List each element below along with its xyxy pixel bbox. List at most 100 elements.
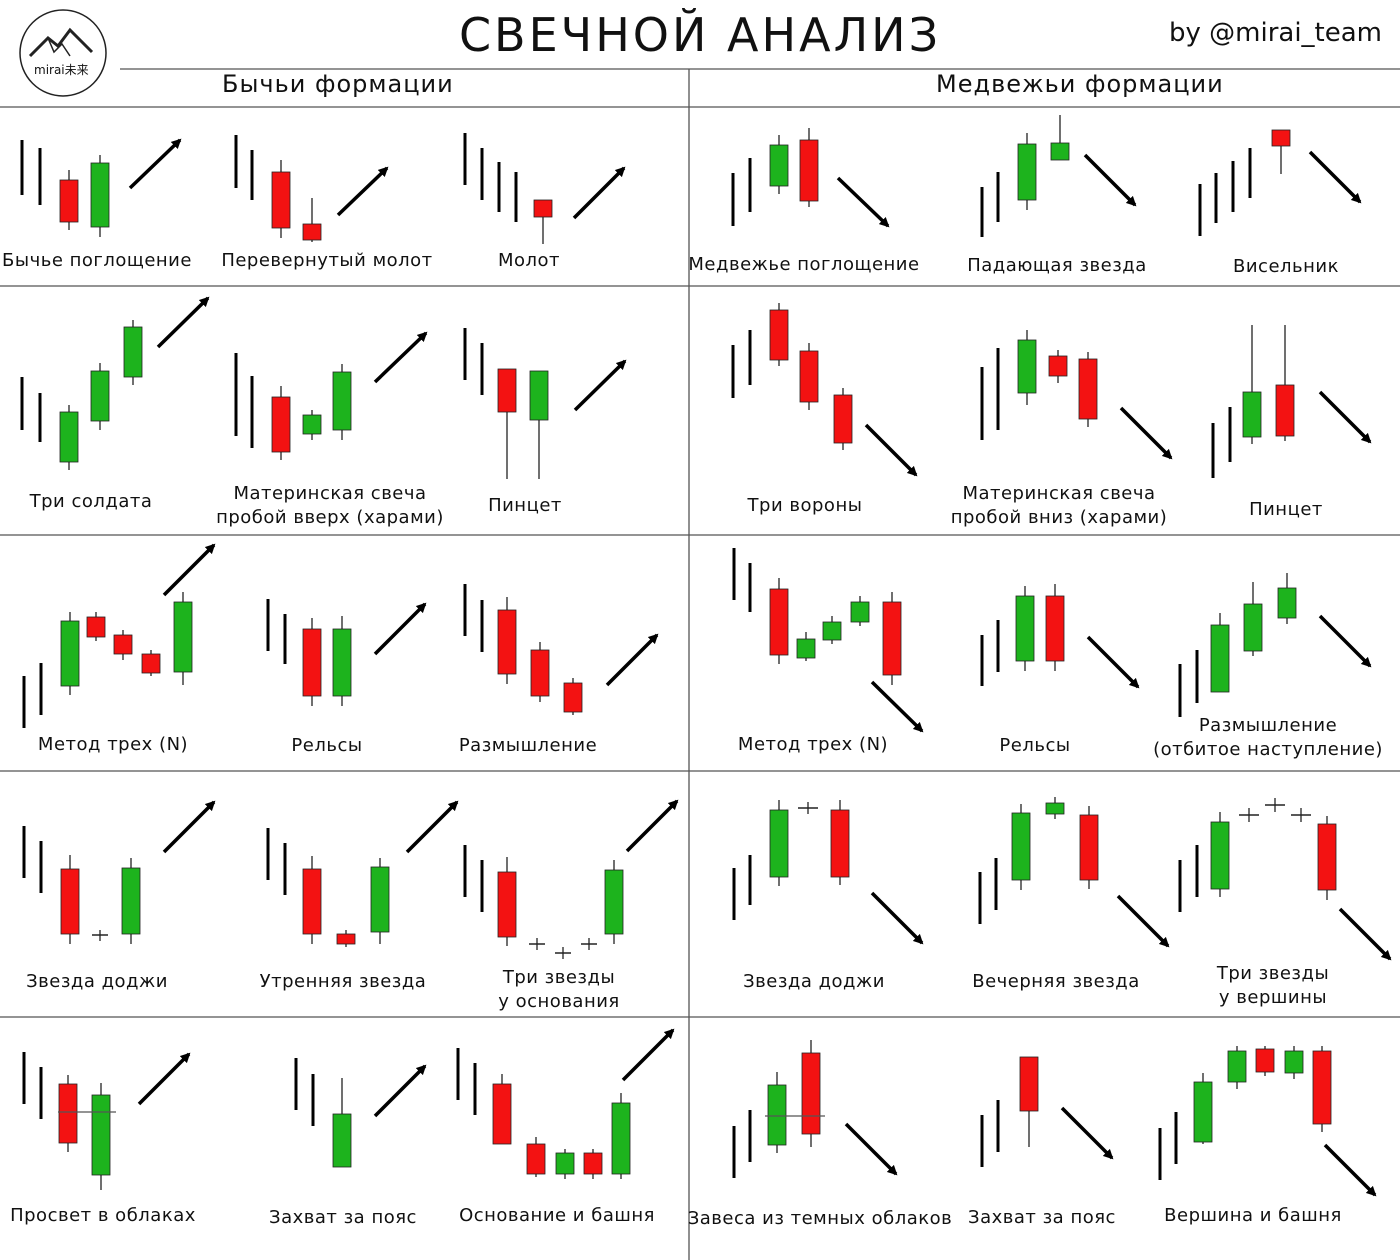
pattern-bull-doji-star bbox=[22, 800, 216, 944]
bear-candle bbox=[141, 650, 161, 676]
bear-candle bbox=[1271, 129, 1291, 174]
candle-body bbox=[59, 411, 79, 463]
bear-candle bbox=[492, 1074, 512, 1145]
candle-body bbox=[58, 1083, 78, 1144]
bear-candle bbox=[1317, 816, 1337, 900]
pattern-bull-three-stars-bottom bbox=[463, 799, 679, 959]
bull-candle bbox=[1050, 115, 1070, 161]
pattern-bear-dark-cloud bbox=[732, 1040, 898, 1178]
down-arrow-icon bbox=[1338, 907, 1392, 961]
bull-candle bbox=[1277, 573, 1297, 624]
pattern-label-bear-three-stars-top: Три звезды у вершины bbox=[1216, 963, 1330, 1008]
pattern-bear-hanging-man bbox=[1198, 129, 1362, 236]
bear-candle bbox=[1048, 350, 1068, 383]
bear-candle bbox=[583, 1149, 603, 1179]
bear-candle bbox=[336, 930, 356, 947]
candle-body bbox=[492, 1083, 512, 1145]
bear-candle bbox=[769, 578, 789, 664]
pattern-bear-three-methods bbox=[732, 548, 924, 733]
candle-body bbox=[882, 601, 902, 676]
candle-body bbox=[497, 609, 517, 675]
pattern-bull-harami bbox=[234, 331, 428, 460]
bear-candle bbox=[302, 856, 322, 944]
bull-candle bbox=[555, 1149, 575, 1179]
candle-body bbox=[332, 628, 352, 697]
bull-candle bbox=[1011, 804, 1031, 890]
up-arrow-icon bbox=[373, 1064, 427, 1118]
pattern-label-bull-tweezer: Пинцет bbox=[488, 495, 562, 516]
pattern-bull-hammer bbox=[463, 133, 626, 244]
candle-body bbox=[332, 371, 352, 431]
pattern-label-bull-tower-bottom: Основание и башня bbox=[459, 1205, 655, 1226]
candle-body bbox=[533, 199, 553, 218]
bear-candle bbox=[526, 1137, 546, 1177]
candle-body bbox=[1078, 358, 1098, 420]
bull-candle bbox=[822, 616, 842, 644]
bear-candle bbox=[1312, 1046, 1332, 1132]
bull-candle bbox=[123, 320, 143, 385]
bear-candle bbox=[1275, 325, 1295, 441]
candle-body bbox=[302, 414, 322, 435]
candle-body bbox=[611, 1102, 631, 1175]
candle-body bbox=[1243, 603, 1263, 652]
pattern-label-bull-hammer: Молот bbox=[497, 250, 561, 271]
down-arrow-icon bbox=[1083, 153, 1137, 207]
candle-body bbox=[90, 162, 110, 228]
pattern-label-bull-piercing: Просвет в облаках bbox=[10, 1205, 196, 1226]
pattern-bear-engulfing bbox=[731, 128, 890, 228]
candle-body bbox=[769, 144, 789, 187]
svg-text:mirai未来: mirai未来 bbox=[34, 63, 89, 77]
down-arrow-icon bbox=[870, 680, 924, 733]
bull-candle bbox=[90, 155, 110, 237]
candle-body bbox=[1255, 1048, 1275, 1073]
candle-body bbox=[1210, 821, 1230, 890]
pattern-label-bear-belt-hold: Захват за пояс bbox=[968, 1207, 1116, 1228]
candle-body bbox=[497, 871, 517, 938]
bull-candle bbox=[332, 1078, 352, 1168]
bull-candle bbox=[1193, 1073, 1213, 1144]
up-arrow-icon bbox=[573, 359, 627, 412]
candle-body bbox=[1317, 823, 1337, 891]
candle-body bbox=[123, 326, 143, 378]
candle-body bbox=[332, 1113, 352, 1168]
pattern-label-bull-harami: Материнская свеча пробой вверх (харами) bbox=[216, 483, 444, 528]
pattern-bull-piercing bbox=[22, 1052, 191, 1190]
bear-candle bbox=[113, 630, 133, 660]
candle-body bbox=[141, 653, 161, 674]
candle-body bbox=[336, 933, 356, 945]
pattern-label-bull-belt-hold: Захват за пояс bbox=[269, 1207, 417, 1228]
bear-candle bbox=[882, 592, 902, 685]
up-arrow-icon bbox=[162, 800, 216, 854]
bull-candle bbox=[59, 405, 79, 470]
candle-body bbox=[769, 809, 789, 878]
candle-body bbox=[59, 179, 79, 223]
bull-candle bbox=[1017, 330, 1037, 405]
down-arrow-icon bbox=[836, 176, 890, 228]
candle-body bbox=[1079, 814, 1099, 881]
bull-candle bbox=[850, 596, 870, 626]
candle-body bbox=[1050, 142, 1070, 161]
author-byline: by @mirai_team bbox=[1168, 18, 1382, 48]
candle-body bbox=[60, 868, 80, 935]
candle-body bbox=[1271, 129, 1291, 147]
bull-candle bbox=[769, 800, 789, 886]
candle-body bbox=[796, 638, 816, 659]
pattern-bull-tweezer bbox=[463, 328, 627, 479]
up-arrow-icon bbox=[621, 1028, 675, 1082]
bear-candle bbox=[271, 386, 291, 460]
up-arrow-icon bbox=[373, 602, 427, 656]
candle-body bbox=[563, 682, 583, 713]
bull-candle bbox=[611, 1093, 631, 1179]
bear-candle bbox=[1019, 1056, 1039, 1147]
pattern-label-bear-tower-top: Вершина и башня bbox=[1164, 1205, 1342, 1226]
pattern-label-bear-doji-star: Звезда доджи bbox=[743, 971, 885, 992]
candle-body bbox=[555, 1152, 575, 1175]
bull-candle bbox=[370, 858, 390, 944]
candle-body bbox=[833, 394, 853, 444]
candle-body bbox=[1242, 391, 1262, 438]
bear-candle bbox=[497, 857, 517, 946]
bearish-column-header: Медвежьи формации bbox=[936, 70, 1224, 98]
bear-candle bbox=[1045, 584, 1065, 671]
bear-candle bbox=[302, 198, 322, 242]
